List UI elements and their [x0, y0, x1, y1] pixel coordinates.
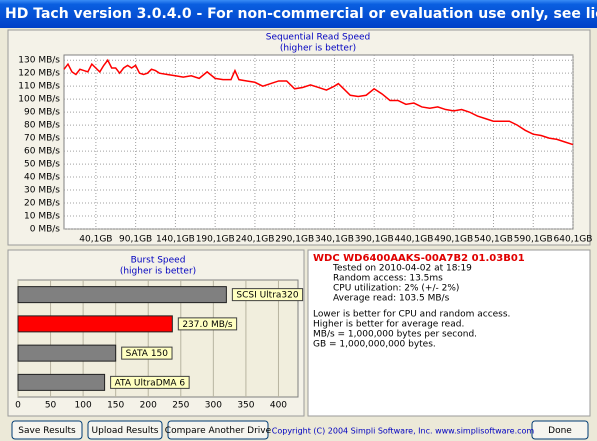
bar-label: SCSI Ultra320 — [236, 291, 299, 301]
y-tick-label: 80 MB/s — [24, 121, 60, 131]
drive-name: WDC WD6400AAKS-00A7B2 01.03B01 — [313, 253, 525, 264]
y-tick-label: 30 MB/s — [24, 186, 60, 196]
bar-label-box — [121, 346, 173, 360]
bar — [17, 373, 106, 391]
x-tick-label: 340,1GB — [315, 235, 354, 245]
bar-label-box — [177, 317, 238, 331]
y-tick-label: 70 MB/s — [24, 134, 60, 144]
y-tick-label: 130 MB/s — [18, 56, 60, 66]
bar-label: SATA 150 — [126, 349, 169, 359]
chart-title: Burst Speed — [131, 256, 186, 266]
x-tick-label: 290,1GB — [275, 235, 314, 245]
window-title: HD Tach version 3.0.4.0 - For non-commer… — [5, 6, 597, 22]
x-tick-label: 50 — [45, 401, 57, 411]
button-label[interactable]: Done — [548, 426, 572, 436]
x-tick-label: 90,1GB — [119, 235, 152, 245]
bar-label-box — [231, 288, 304, 302]
note: GB = 1,000,000,000 bytes. — [313, 340, 436, 350]
x-tick-label: 400 — [270, 401, 287, 411]
read-speed-line — [63, 58, 574, 146]
x-tick-label: 140,1GB — [156, 235, 195, 245]
x-tick-label: 200 — [140, 401, 157, 411]
x-tick-label: 540,1GB — [474, 235, 513, 245]
x-tick-label: 590,1GB — [514, 235, 553, 245]
x-tick-label: 100 — [75, 401, 92, 411]
test-result: Random access: 13.5ms — [333, 274, 443, 284]
x-tick-label: 150 — [107, 401, 124, 411]
button[interactable] — [87, 420, 163, 440]
button-label[interactable]: Save Results — [18, 426, 76, 436]
x-tick-label: 350 — [237, 401, 254, 411]
button[interactable] — [11, 420, 83, 440]
button-label[interactable]: Upload Results — [92, 426, 159, 436]
chart-title: Sequential Read Speed — [266, 33, 371, 43]
button[interactable] — [531, 420, 589, 440]
x-tick-label: 190,1GB — [196, 235, 235, 245]
note: Higher is better for average read. — [313, 320, 464, 330]
bar — [17, 344, 117, 362]
x-tick-label: 390,1GB — [355, 235, 394, 245]
y-tick-label: 10 MB/s — [24, 212, 60, 222]
note: MB/s = 1,000,000 bytes per second. — [313, 330, 477, 340]
x-tick-label: 240,1GB — [235, 235, 274, 245]
y-tick-label: 60 MB/s — [24, 147, 60, 157]
bar — [17, 315, 173, 333]
chart-subtitle: (higher is better) — [120, 267, 196, 277]
x-tick-label: 490,1GB — [434, 235, 473, 245]
x-tick-label: 40,1GB — [79, 235, 112, 245]
y-tick-label: 120 MB/s — [18, 69, 60, 79]
button-label[interactable]: Compare Another Drive — [165, 426, 272, 436]
x-tick-label: 300 — [205, 401, 222, 411]
y-tick-label: 100 MB/s — [18, 95, 60, 105]
y-tick-label: 0 MB/s — [30, 225, 61, 235]
info-panel — [307, 249, 591, 417]
test-result: Average read: 103.5 MB/s — [333, 294, 450, 304]
title-bar — [0, 0, 597, 28]
note: Lower is better for CPU and random acces… — [313, 310, 510, 320]
x-tick-label: 640,1GB — [554, 235, 593, 245]
chart-subtitle: (higher is better) — [280, 44, 356, 54]
copyright: Copyright (C) 2004 Simpli Software, Inc.… — [272, 427, 535, 436]
x-tick-label: 0 — [15, 401, 21, 411]
y-tick-label: 40 MB/s — [24, 173, 60, 183]
y-tick-label: 20 MB/s — [24, 199, 60, 209]
y-tick-label: 50 MB/s — [24, 160, 60, 170]
bar-label: ATA UltraDMA 6 — [115, 378, 186, 388]
button[interactable] — [167, 420, 269, 440]
bar — [17, 286, 227, 304]
x-tick-label: 250 — [172, 401, 189, 411]
y-tick-label: 110 MB/s — [18, 82, 60, 92]
bar-label: 237.0 MB/s — [182, 320, 233, 330]
x-tick-label: 440,1GB — [395, 235, 434, 245]
test-result: CPU utilization: 2% (+/- 2%) — [333, 284, 459, 294]
y-tick-label: 90 MB/s — [24, 108, 60, 118]
test-result: Tested on 2010-04-02 at 18:19 — [332, 264, 472, 274]
bar-label-box — [110, 375, 190, 389]
